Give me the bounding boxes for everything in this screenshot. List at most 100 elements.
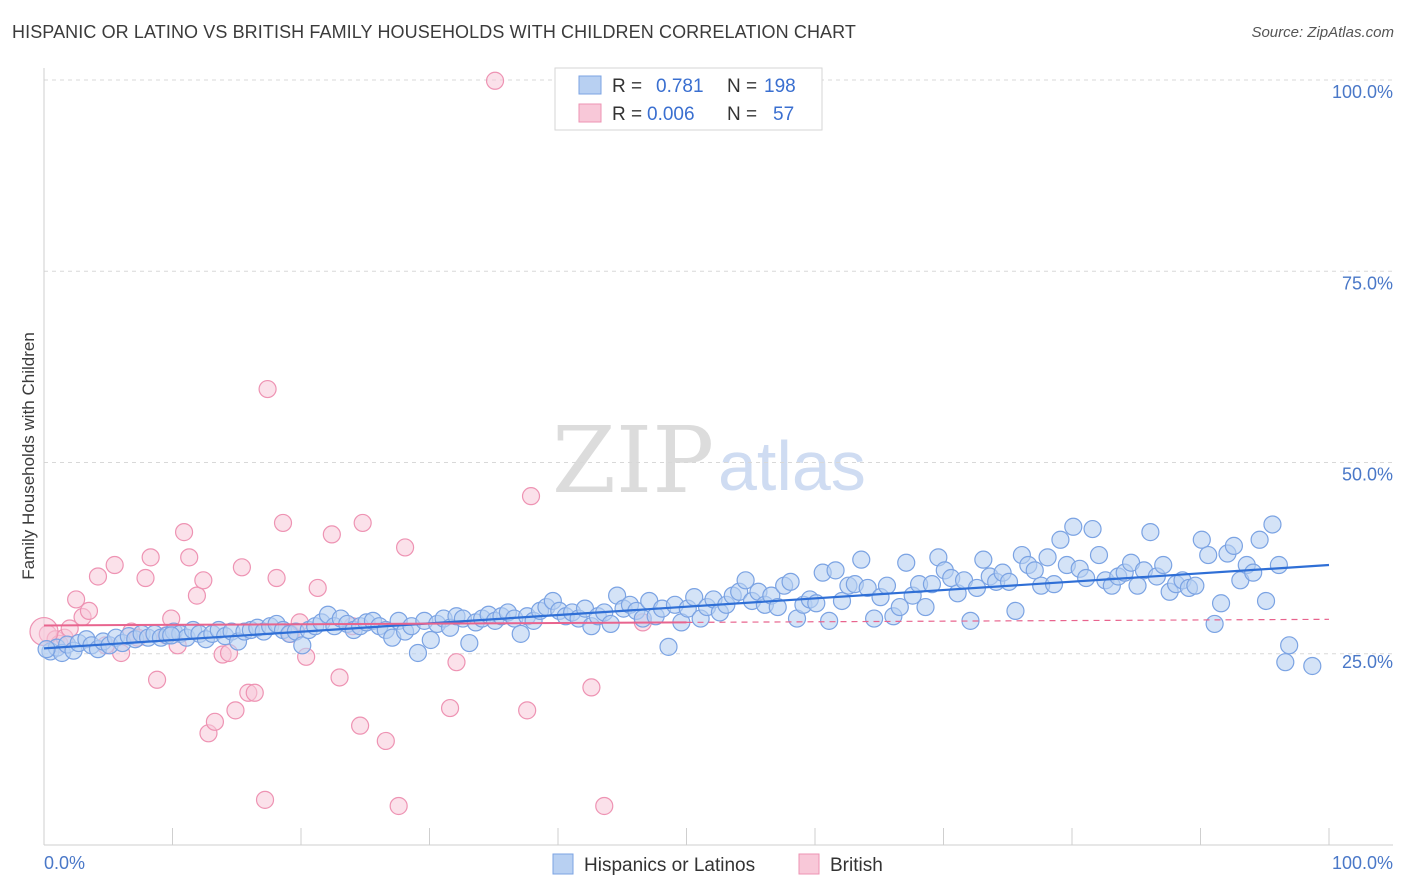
british-point bbox=[389, 796, 408, 816]
y-tick-label: 50.0% bbox=[1342, 465, 1393, 485]
hispanic-point bbox=[1205, 614, 1224, 634]
chart-title: HISPANIC OR LATINO VS BRITISH FAMILY HOU… bbox=[12, 22, 857, 42]
british-point bbox=[136, 568, 155, 588]
british-point bbox=[485, 71, 505, 90]
hispanic-point bbox=[922, 575, 942, 594]
hispanic-point bbox=[1064, 517, 1083, 536]
hispanic-point bbox=[421, 630, 440, 650]
british-series-swatch bbox=[798, 853, 820, 875]
british-r-label: R = bbox=[612, 104, 642, 125]
hispanic-point bbox=[1038, 548, 1057, 567]
hispanic-point bbox=[852, 550, 871, 569]
hispanic-series-swatch bbox=[552, 853, 574, 875]
hispanic-point bbox=[1141, 523, 1160, 542]
british-point bbox=[79, 601, 99, 621]
british-point bbox=[521, 487, 541, 506]
british-point bbox=[273, 513, 293, 533]
y-tick-label: 100.0% bbox=[1332, 82, 1393, 102]
british-point bbox=[232, 558, 251, 577]
hispanic-point bbox=[1280, 636, 1299, 655]
british-point bbox=[447, 653, 466, 672]
hispanic-point bbox=[293, 636, 312, 655]
hispanic-point bbox=[768, 597, 787, 617]
x-ticks bbox=[172, 828, 1330, 845]
hispanic-point bbox=[1224, 536, 1244, 555]
hispanic-legend-swatch bbox=[578, 75, 602, 95]
british-point bbox=[205, 712, 225, 731]
hispanic-point bbox=[1269, 555, 1288, 575]
hispanic-n-label: N = bbox=[727, 76, 757, 97]
british-point bbox=[518, 701, 537, 720]
y-tick-labels: 25.0% 50.0% 75.0% 100.0% bbox=[1332, 82, 1393, 672]
hispanic-point bbox=[1256, 591, 1276, 611]
hispanic-point bbox=[601, 614, 620, 634]
trend-lines bbox=[43, 563, 1330, 650]
british-point bbox=[351, 716, 370, 735]
hispanic-point bbox=[1077, 568, 1096, 588]
british-point bbox=[258, 379, 277, 399]
watermark: ZIP atlas bbox=[552, 407, 866, 514]
hispanic-point bbox=[897, 553, 916, 572]
hispanic-point bbox=[1051, 530, 1070, 549]
british-point bbox=[174, 523, 194, 542]
hispanic-r-value: 0.781 bbox=[656, 76, 704, 97]
hispanic-point bbox=[974, 550, 993, 569]
hispanic-trend-line bbox=[43, 563, 1330, 650]
hispanic-point bbox=[1276, 653, 1295, 672]
british-n-label: N = bbox=[727, 104, 757, 125]
hispanic-n-value: 198 bbox=[764, 76, 796, 97]
hispanic-point bbox=[1199, 545, 1218, 565]
hispanic-r-label: R = bbox=[612, 76, 642, 97]
hispanic-point bbox=[1128, 576, 1147, 595]
british-point bbox=[330, 668, 349, 687]
series-legend: Hispanics or Latinos British bbox=[552, 853, 883, 876]
hispanic-point bbox=[1192, 530, 1211, 549]
stats-legend: R = 0.781 N = 198 R = 0.006 N = 57 bbox=[554, 67, 823, 131]
british-point bbox=[245, 683, 264, 702]
british-point bbox=[180, 548, 199, 567]
british-point bbox=[595, 796, 614, 816]
watermark-atlas: atlas bbox=[718, 427, 866, 505]
hispanic-point bbox=[1250, 530, 1269, 549]
hispanic-point bbox=[858, 578, 877, 598]
british-point bbox=[255, 790, 275, 809]
hispanic-point bbox=[781, 572, 800, 591]
hispanic-point bbox=[826, 561, 845, 580]
y-tick-label: 25.0% bbox=[1342, 652, 1393, 672]
hispanic-point bbox=[1211, 594, 1231, 613]
x-tick-label-max: 100.0% bbox=[1332, 853, 1393, 873]
british-point bbox=[67, 590, 86, 609]
x-tick-label-min: 0.0% bbox=[44, 853, 85, 873]
hispanic-point bbox=[460, 633, 479, 653]
hispanic-point bbox=[1244, 563, 1263, 582]
british-point bbox=[88, 567, 108, 586]
hispanic-point bbox=[999, 572, 1019, 591]
british-point bbox=[308, 578, 327, 598]
hispanic-point bbox=[1025, 561, 1044, 580]
hispanic-point bbox=[1154, 555, 1173, 575]
british-trend-line-extension bbox=[686, 618, 1330, 623]
british-point bbox=[376, 731, 395, 751]
hispanic-point bbox=[659, 637, 678, 656]
hispanic-point bbox=[832, 591, 852, 611]
hispanic-point bbox=[511, 624, 530, 643]
hispanic-point bbox=[1083, 519, 1102, 539]
british-point bbox=[141, 548, 160, 567]
british-r-value: 0.006 bbox=[647, 104, 695, 125]
british-trend-line bbox=[43, 621, 687, 627]
hispanic-point bbox=[820, 611, 839, 630]
hispanic-point bbox=[1303, 656, 1322, 676]
y-tick-label: 75.0% bbox=[1342, 273, 1393, 293]
british-point bbox=[226, 701, 245, 720]
british-point bbox=[187, 586, 207, 605]
hispanic-series-label: Hispanics or Latinos bbox=[584, 855, 755, 876]
british-point bbox=[322, 525, 341, 544]
source-credit: Source: ZipAtlas.com bbox=[1251, 24, 1394, 41]
british-point bbox=[353, 513, 372, 533]
british-points bbox=[29, 71, 652, 816]
hispanic-point bbox=[877, 576, 897, 595]
british-series-label: British bbox=[830, 855, 883, 876]
hispanic-point bbox=[736, 571, 755, 590]
british-point bbox=[194, 571, 213, 590]
